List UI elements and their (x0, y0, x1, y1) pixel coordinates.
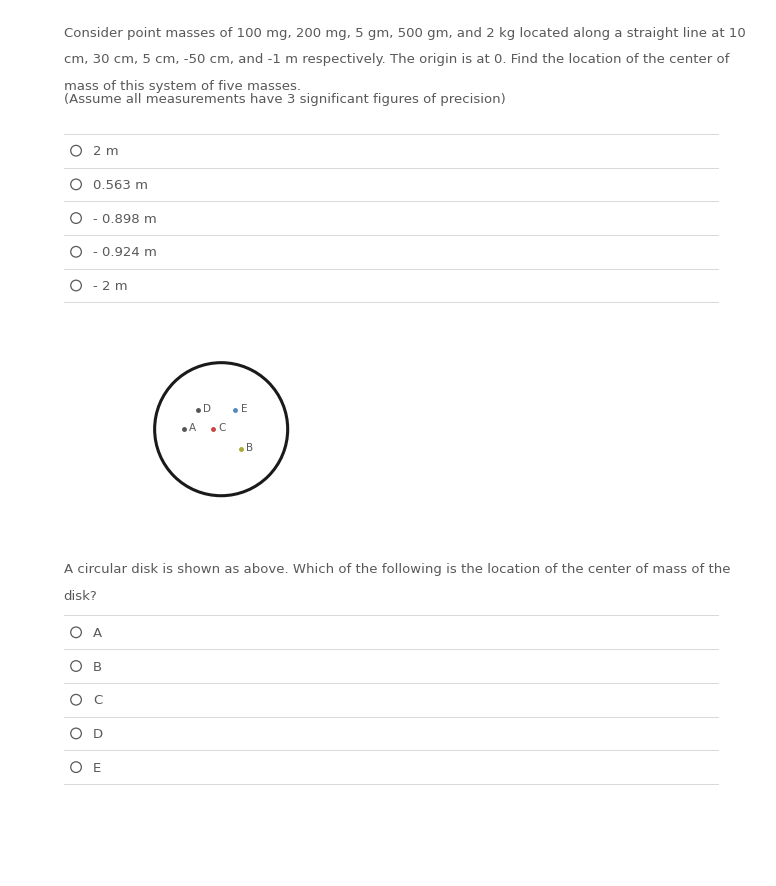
Text: cm, 30 cm, 5 cm, -50 cm, and -1 m respectively. The origin is at 0. Find the loc: cm, 30 cm, 5 cm, -50 cm, and -1 m respec… (64, 53, 729, 66)
Text: B: B (246, 442, 253, 453)
Text: D: D (203, 403, 211, 414)
Text: (Assume all measurements have 3 significant figures of precision): (Assume all measurements have 3 signific… (64, 93, 505, 106)
Text: - 2 m: - 2 m (93, 280, 128, 292)
Text: E: E (93, 761, 102, 773)
Text: mass of this system of five masses.: mass of this system of five masses. (64, 80, 300, 93)
Text: 0.563 m: 0.563 m (93, 179, 148, 191)
Text: B: B (93, 660, 102, 672)
Text: E: E (241, 403, 247, 414)
Text: - 0.898 m: - 0.898 m (93, 213, 157, 225)
Text: A: A (93, 626, 102, 639)
Text: C: C (93, 694, 102, 706)
Text: A: A (189, 423, 196, 433)
Text: A circular disk is shown as above. Which of the following is the location of the: A circular disk is shown as above. Which… (64, 563, 730, 576)
Text: disk?: disk? (64, 589, 97, 602)
Text: - 0.924 m: - 0.924 m (93, 246, 157, 259)
Text: D: D (93, 727, 103, 740)
Text: C: C (219, 423, 227, 433)
Text: 2 m: 2 m (93, 145, 119, 158)
Text: Consider point masses of 100 mg, 200 mg, 5 gm, 500 gm, and 2 kg located along a : Consider point masses of 100 mg, 200 mg,… (64, 27, 746, 40)
